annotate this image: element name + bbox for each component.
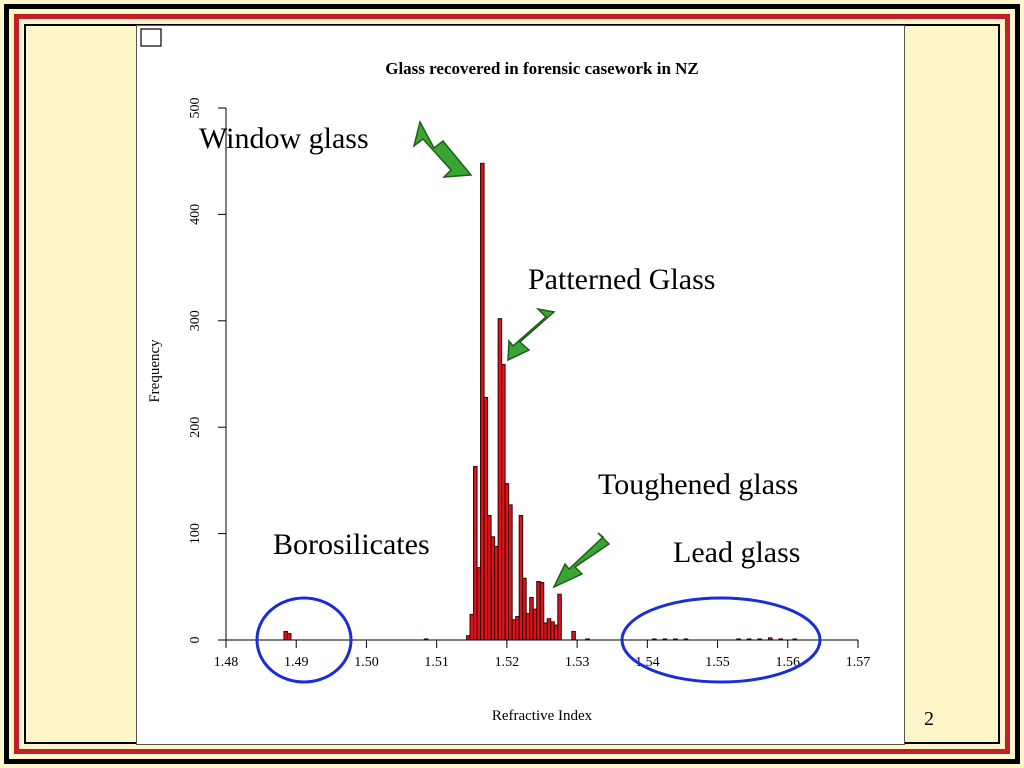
x-axis-label: Refractive Index bbox=[492, 708, 593, 724]
toughened-glass-label: Toughened glass bbox=[598, 468, 799, 501]
histogram-bar bbox=[483, 396, 489, 641]
y-tick-label: 300 bbox=[188, 310, 203, 331]
slide-frame-red bbox=[14, 14, 1010, 754]
histogram-bar bbox=[546, 618, 552, 641]
histogram-bar bbox=[476, 567, 482, 641]
y-tick-label: 0 bbox=[188, 637, 203, 644]
histogram-bar bbox=[283, 630, 288, 641]
y-tick-label: 100 bbox=[188, 523, 203, 544]
x-tick-label: 1.48 bbox=[214, 655, 239, 670]
x-tick-label: 1.51 bbox=[424, 655, 449, 670]
x-tick-label: 1.53 bbox=[565, 655, 590, 670]
histogram-bar bbox=[480, 162, 485, 641]
histogram-bar bbox=[497, 318, 503, 641]
histogram-bar bbox=[522, 577, 527, 641]
histogram-bar bbox=[571, 630, 576, 641]
x-tick-label: 1.56 bbox=[776, 655, 801, 670]
histogram-chart: Glass recovered in forensic casework in … bbox=[140, 28, 870, 724]
x-tick-label: 1.57 bbox=[846, 655, 871, 670]
histogram-bar bbox=[473, 466, 478, 641]
histogram-bar bbox=[518, 515, 524, 641]
x-tick-label: 1.49 bbox=[284, 655, 309, 670]
axes: 1.48 1.49 1.50 1.51 1.52 1.53 1.54 1.55 1.56 1.57… bbox=[188, 98, 870, 671]
histogram-bar bbox=[490, 536, 496, 641]
y-tick-label: 200 bbox=[188, 417, 203, 438]
histogram-bar bbox=[511, 619, 517, 641]
borosilicates-circle bbox=[255, 596, 353, 684]
histogram-bar bbox=[487, 515, 492, 641]
borosilicates-label: Borosilicates bbox=[273, 528, 430, 561]
page-number: 2 bbox=[924, 708, 934, 730]
histogram-bar bbox=[529, 596, 534, 641]
histogram-bar bbox=[494, 545, 499, 641]
x-tick-label: 1.50 bbox=[354, 655, 379, 670]
histogram-bar bbox=[501, 363, 506, 641]
lead-glass-circle bbox=[620, 596, 822, 684]
histogram-bar bbox=[539, 582, 545, 641]
y-tick-label: 500 bbox=[188, 98, 203, 119]
annotation-shapes bbox=[255, 119, 822, 684]
window-glass-arrow-icon bbox=[412, 119, 473, 178]
histogram-bar bbox=[515, 616, 520, 641]
lead-glass-arrow-icon bbox=[552, 532, 611, 589]
patterned-glass-arrow-icon bbox=[507, 307, 556, 362]
slide-frame-outer bbox=[4, 4, 1020, 764]
histogram-bar bbox=[469, 613, 475, 641]
chart-title: Glass recovered in forensic casework in … bbox=[385, 59, 699, 78]
histogram-bar bbox=[553, 624, 559, 641]
histogram-bar bbox=[504, 483, 510, 641]
x-tick-label: 1.55 bbox=[705, 655, 730, 670]
histogram-bar bbox=[532, 608, 538, 641]
histogram-bar bbox=[286, 633, 292, 641]
histogram-bar bbox=[543, 622, 548, 641]
histogram-bar bbox=[466, 635, 471, 641]
y-axis-label: Frequency bbox=[147, 339, 163, 403]
histogram-bar bbox=[536, 580, 541, 641]
window-glass-label: Window glass bbox=[199, 122, 369, 155]
lead-glass-label: Lead glass bbox=[673, 536, 801, 569]
checkbox-square-icon[interactable] bbox=[140, 28, 162, 47]
chart-panel: Glass recovered in forensic casework in … bbox=[136, 25, 905, 745]
histogram-bar bbox=[508, 504, 513, 641]
y-tick-label: 400 bbox=[188, 204, 203, 225]
histogram-bar bbox=[525, 612, 531, 641]
histogram-bar bbox=[557, 593, 562, 641]
x-tick-label: 1.52 bbox=[495, 655, 520, 670]
patterned-glass-label: Patterned Glass bbox=[528, 263, 716, 296]
histogram-bar bbox=[550, 621, 555, 641]
